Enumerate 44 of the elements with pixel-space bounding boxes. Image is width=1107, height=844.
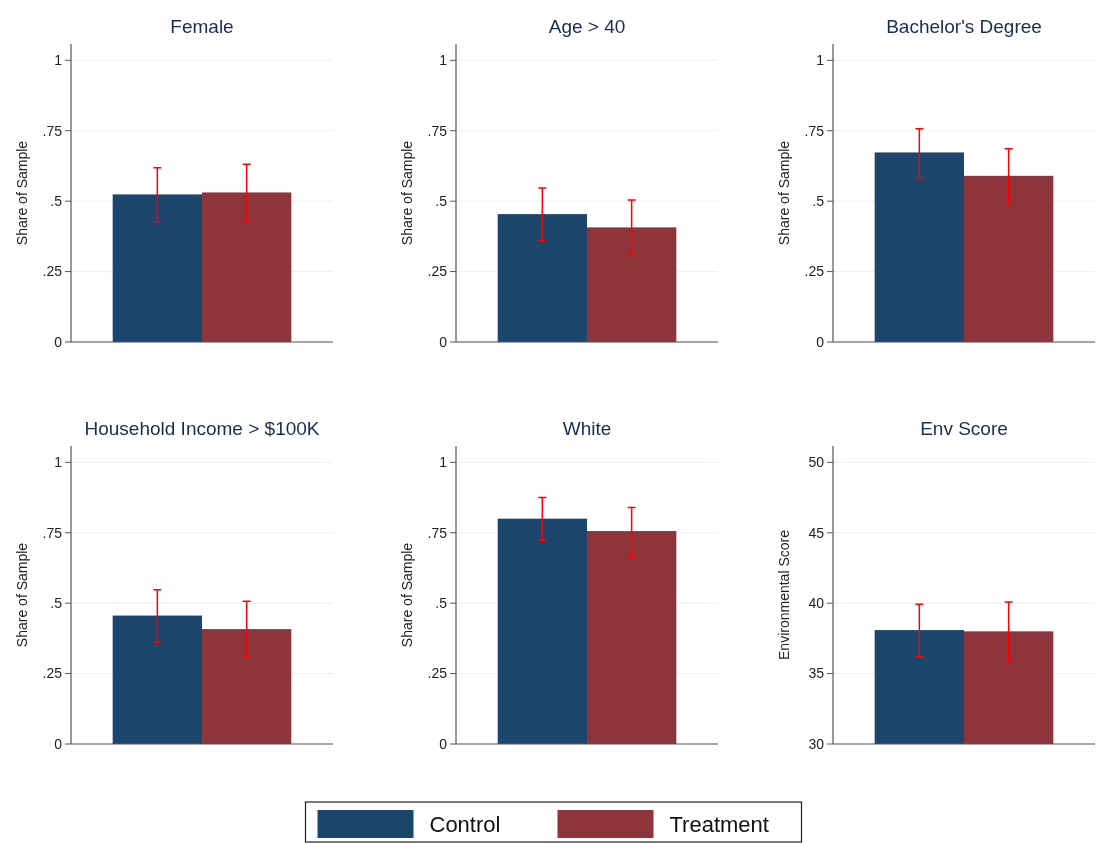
y-tick-label: .25 bbox=[42, 263, 63, 280]
y-tick-label: .75 bbox=[804, 122, 825, 139]
y-tick-label: .5 bbox=[50, 193, 63, 210]
y-tick-label: 30 bbox=[808, 735, 825, 752]
y-tick-label: 0 bbox=[54, 735, 63, 752]
y-tick-label: 45 bbox=[808, 524, 825, 541]
y-tick-label: .5 bbox=[50, 595, 63, 612]
chart-title: Household Income > $100K bbox=[84, 418, 320, 439]
y-tick-label: 35 bbox=[808, 665, 825, 682]
y-tick-label: 0 bbox=[816, 333, 825, 350]
y-tick-label: 1 bbox=[54, 454, 63, 471]
legend-label: Treatment bbox=[669, 811, 769, 837]
y-axis-title: Share of Sample bbox=[399, 140, 415, 246]
y-tick-label: .75 bbox=[427, 524, 448, 541]
y-tick-label: 1 bbox=[816, 52, 825, 69]
y-tick-label: .25 bbox=[427, 263, 448, 280]
y-tick-label: 1 bbox=[439, 52, 448, 69]
chart-title: Age > 40 bbox=[548, 16, 626, 37]
y-tick-label: 50 bbox=[808, 454, 825, 471]
chart-title: Bachelor's Degree bbox=[886, 16, 1042, 37]
y-axis-title: Share of Sample bbox=[776, 140, 792, 246]
y-tick-label: .75 bbox=[42, 524, 63, 541]
y-tick-label: .25 bbox=[804, 263, 825, 280]
y-tick-label: .75 bbox=[427, 122, 448, 139]
y-axis-title: Share of Sample bbox=[14, 140, 30, 246]
chart-title: White bbox=[562, 418, 612, 439]
y-tick-label: .25 bbox=[42, 665, 63, 682]
y-tick-label: 40 bbox=[808, 595, 825, 612]
chart-title: Env Score bbox=[920, 418, 1008, 439]
y-tick-label: 1 bbox=[439, 454, 448, 471]
y-tick-label: .75 bbox=[42, 122, 63, 139]
y-tick-label: .5 bbox=[435, 595, 448, 612]
y-tick-label: 1 bbox=[54, 52, 63, 69]
y-tick-label: .5 bbox=[435, 193, 448, 210]
y-axis-title: Share of Sample bbox=[399, 542, 415, 648]
chart-title: Female bbox=[170, 16, 234, 37]
y-tick-label: 0 bbox=[54, 333, 63, 350]
y-tick-label: .25 bbox=[427, 665, 448, 682]
y-axis-title: Environmental Score bbox=[776, 529, 792, 660]
y-axis-title: Share of Sample bbox=[14, 542, 30, 648]
y-tick-label: .5 bbox=[812, 193, 825, 210]
y-tick-label: 0 bbox=[439, 333, 448, 350]
legend-label: Control bbox=[429, 811, 501, 837]
y-tick-label: 0 bbox=[439, 735, 448, 752]
